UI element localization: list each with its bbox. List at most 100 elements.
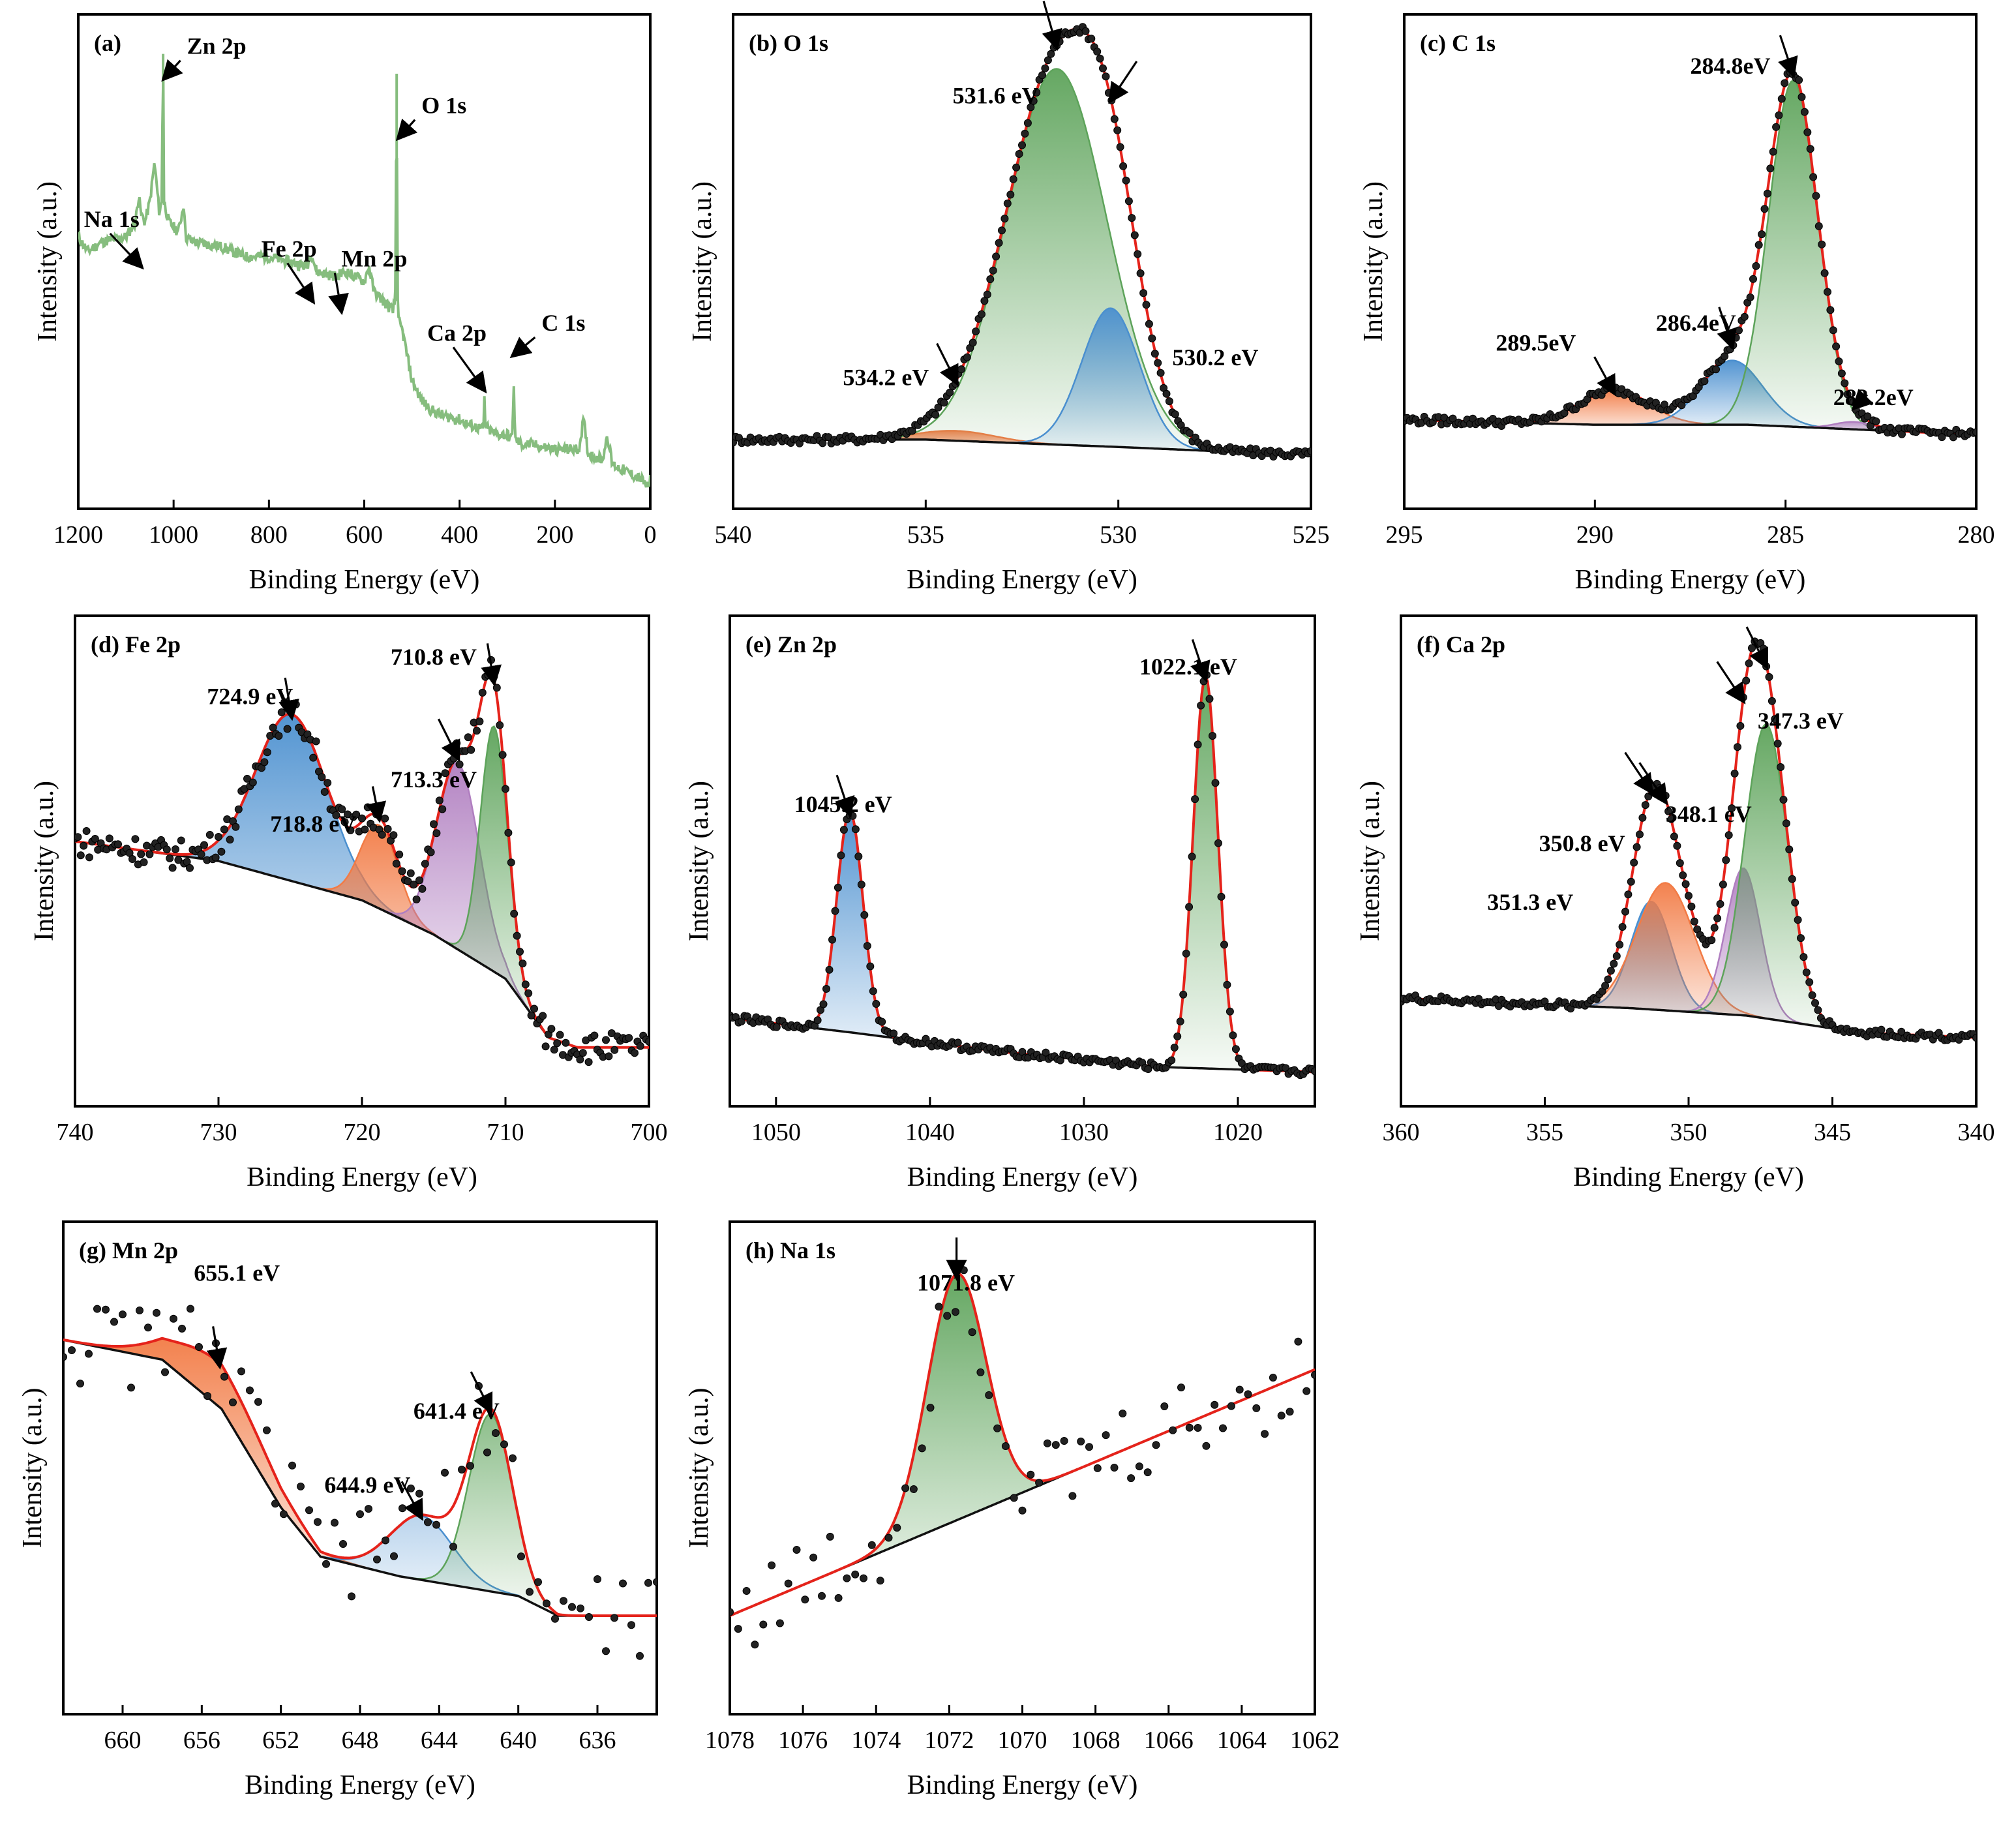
peak-annotation-label: 531.6 eV [953, 82, 1039, 108]
data-point [1085, 1443, 1093, 1451]
x-tick-label: 640 [500, 1727, 537, 1754]
data-point [114, 840, 122, 849]
peak-annotation-label: 348.1 eV [1666, 801, 1752, 827]
data-point [1794, 916, 1802, 924]
y-axis-label: Intensity (a.u.) [33, 181, 63, 342]
data-point [986, 275, 995, 283]
envelope-fit-line [1404, 70, 1976, 436]
data-point [75, 833, 82, 841]
data-point [234, 805, 243, 813]
data-point [197, 850, 205, 858]
data-point [1261, 1430, 1269, 1438]
data-point [1235, 1385, 1244, 1394]
data-point [119, 1310, 127, 1319]
peak-annotation-arrow [278, 677, 299, 721]
data-point [1003, 199, 1012, 207]
data-point [1035, 1479, 1044, 1487]
peak-annotation-arrow [834, 774, 855, 819]
data-point [851, 825, 860, 834]
data-point [1641, 801, 1649, 809]
data-point [1771, 715, 1779, 723]
data-point [605, 1052, 613, 1061]
peak-fill-1071.8 [730, 1273, 1315, 1617]
data-point [1227, 1402, 1235, 1410]
data-point [187, 1305, 194, 1313]
data-point [243, 774, 251, 783]
data-point [1000, 215, 1009, 223]
annotation-arrow [328, 273, 349, 316]
data-point [76, 1380, 84, 1388]
data-point [869, 987, 877, 995]
data-point [1202, 1442, 1211, 1450]
y-axis-label: Intensity (a.u.) [1359, 181, 1389, 342]
data-point [277, 708, 286, 716]
data-point [1760, 205, 1769, 213]
data-point [1170, 1044, 1179, 1051]
data-point [893, 1524, 901, 1532]
data-point [435, 796, 444, 805]
data-point [80, 841, 88, 850]
x-tick-label: 530 [1100, 521, 1137, 549]
data-point [775, 1619, 784, 1627]
data-point [1759, 644, 1768, 653]
data-point [395, 851, 404, 858]
data-point [527, 1011, 535, 1020]
data-point [1670, 832, 1678, 841]
x-tick-label: 200 [536, 521, 573, 549]
data-point [1093, 1464, 1102, 1472]
data-point [1777, 763, 1785, 771]
data-point [1972, 1034, 1976, 1042]
data-point [263, 1426, 271, 1434]
data-point [1824, 288, 1831, 296]
data-point [1018, 141, 1026, 149]
data-point [1231, 1045, 1240, 1053]
annotation-arrow [161, 59, 183, 82]
data-point [288, 1461, 296, 1470]
plot-area-e [730, 671, 1315, 1080]
data-point [1068, 1492, 1077, 1500]
peak-annotation-arrow [206, 1326, 228, 1370]
data-point [867, 1541, 876, 1549]
data-point [730, 1608, 734, 1616]
panel-e: 1050 1040 1030 1020 Binding Energy (eV) Inten… [684, 614, 1316, 1192]
data-point [792, 1546, 801, 1554]
data-point [432, 829, 441, 838]
data-point [768, 1561, 776, 1569]
data-point [322, 1560, 330, 1568]
data-point [1156, 369, 1165, 377]
data-point [751, 1640, 759, 1649]
data-point [140, 858, 148, 866]
data-point [556, 1031, 564, 1039]
data-point [178, 1324, 186, 1333]
data-point [186, 864, 194, 872]
data-point [1728, 804, 1736, 813]
panel-title: (a) [94, 30, 121, 56]
data-point [1798, 93, 1806, 101]
x-tick-label: 340 [1958, 1119, 1995, 1146]
data-point [410, 881, 418, 889]
x-tick-label: 1074 [851, 1727, 901, 1754]
data-point [1018, 1506, 1027, 1515]
data-point [1803, 128, 1812, 136]
peak-fill-718.8 [75, 823, 649, 1049]
data-point [63, 1353, 67, 1361]
annotation-arrow [509, 336, 536, 359]
data-point [91, 835, 99, 843]
data-point [1832, 342, 1841, 351]
data-point [127, 1383, 135, 1392]
background-line [63, 1338, 657, 1617]
data-point [177, 836, 185, 845]
data-point [1768, 697, 1776, 705]
data-point [358, 814, 366, 823]
annotation-arrow [109, 232, 144, 270]
data-point [826, 1532, 834, 1541]
data-point [978, 310, 985, 318]
data-point [1636, 830, 1644, 839]
data-point [1644, 793, 1653, 800]
data-point [1758, 230, 1766, 239]
data-point [1179, 990, 1188, 999]
annotation-label: Mn 2p [341, 246, 407, 272]
data-point [602, 1647, 610, 1655]
data-point [828, 935, 836, 944]
peak-fill-713.3 [75, 762, 649, 1049]
